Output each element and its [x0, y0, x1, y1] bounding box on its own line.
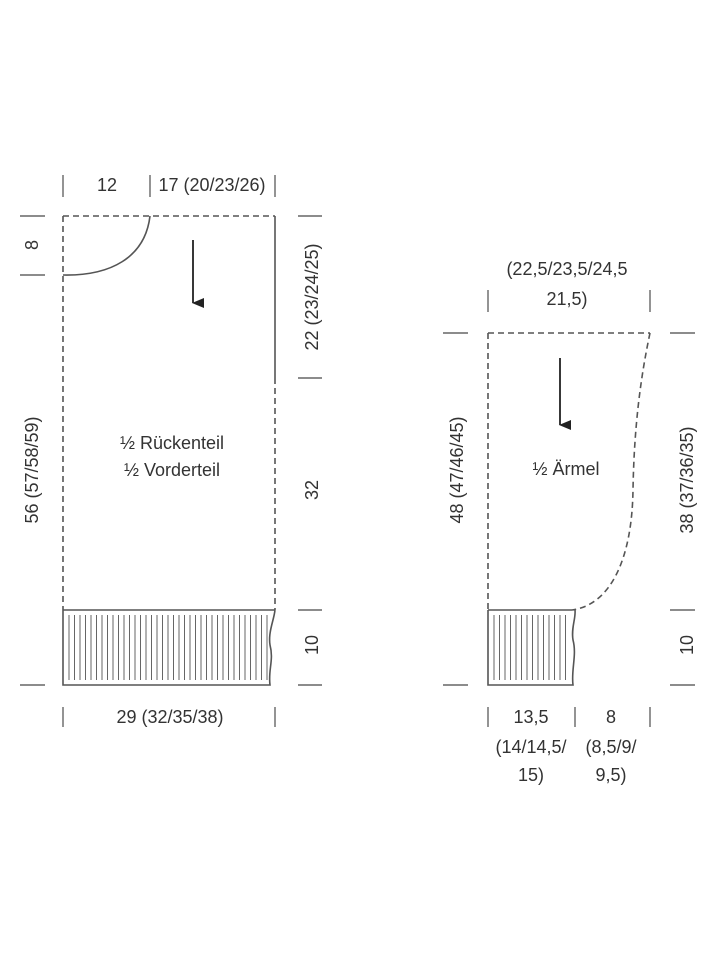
dimension-label: 12 — [97, 175, 117, 195]
sleeve-ticks — [443, 290, 695, 727]
dimension-label: 22 (23/24/25) — [302, 243, 322, 350]
dimension-label: 17 (20/23/26) — [158, 175, 265, 195]
body-piece-outline — [62, 215, 276, 686]
dimension-label: 10 — [302, 635, 322, 655]
sleeve-outline — [487, 332, 651, 686]
ribbing — [68, 615, 566, 680]
dimension-label: 32 — [302, 480, 322, 500]
piece-title: ½ Rückenteil — [120, 433, 224, 453]
dimension-label: 9,5) — [595, 765, 626, 785]
dimension-label: 8 — [22, 240, 42, 250]
dimension-label: 29 (32/35/38) — [116, 707, 223, 727]
dimension-label: 13,5 — [513, 707, 548, 727]
piece-title: ½ Vorderteil — [124, 460, 220, 480]
dimension-label: 10 — [677, 635, 697, 655]
dimension-label: 8 — [606, 707, 616, 727]
dimension-label: 15) — [518, 765, 544, 785]
labels: 12 17 (20/23/26) 8 56 (57/58/59) 22 (23/… — [22, 175, 697, 785]
dimension-label: (8,5/9/ — [585, 737, 636, 757]
dimension-label: 56 (57/58/59) — [22, 416, 42, 523]
dimension-label: 38 (37/36/35) — [677, 426, 697, 533]
dimension-label: 21,5) — [546, 289, 587, 309]
dimension-label: (22,5/23,5/24,5 — [506, 259, 627, 279]
dimension-label: 48 (47/46/45) — [447, 416, 467, 523]
dimension-label: (14/14,5/ — [495, 737, 566, 757]
body-piece-ticks — [20, 175, 322, 727]
piece-title: ½ Ärmel — [532, 459, 599, 479]
